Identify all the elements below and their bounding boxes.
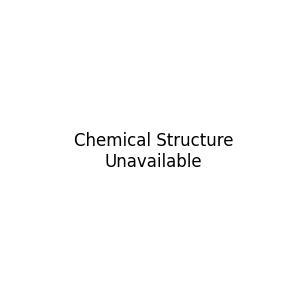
Text: Chemical Structure
Unavailable: Chemical Structure Unavailable bbox=[74, 132, 233, 171]
